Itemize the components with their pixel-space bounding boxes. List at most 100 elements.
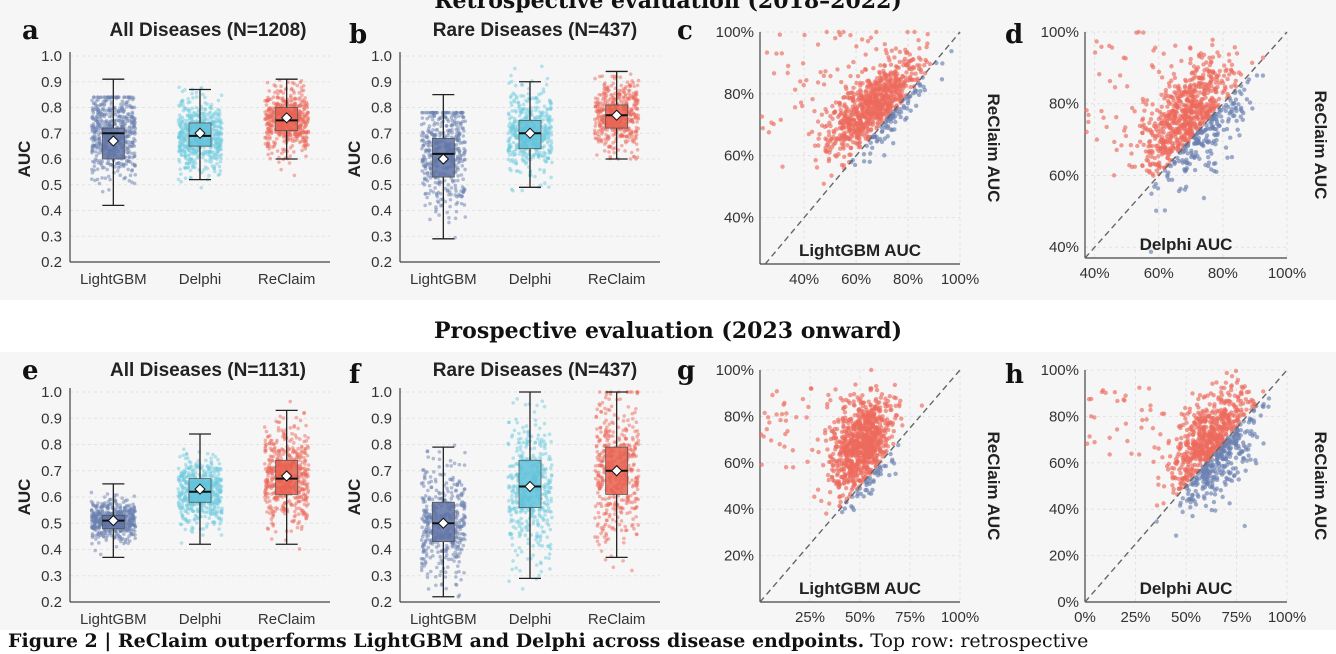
data-point — [294, 131, 299, 135]
data-point — [1156, 133, 1162, 138]
data-point — [1179, 122, 1184, 128]
data-point — [1172, 75, 1178, 81]
data-point — [888, 62, 894, 67]
data-point — [510, 152, 515, 157]
data-point — [863, 136, 869, 141]
data-point — [1161, 143, 1166, 149]
panel-f-title: Rare Diseases (N=437) — [432, 360, 638, 381]
data-point — [1152, 184, 1157, 189]
data-point — [519, 94, 523, 98]
data-point — [827, 120, 832, 125]
data-point — [1188, 132, 1194, 137]
data-point — [882, 41, 888, 47]
data-point — [550, 160, 554, 165]
data-point — [264, 103, 269, 107]
data-point — [593, 124, 598, 128]
data-point — [533, 174, 537, 179]
data-point — [298, 96, 302, 100]
data-point — [274, 136, 279, 141]
data-point — [449, 186, 454, 190]
data-point — [97, 181, 102, 186]
data-point — [453, 183, 458, 188]
data-point — [1164, 120, 1170, 125]
data-point — [215, 112, 219, 117]
data-point — [545, 76, 550, 81]
data-point — [1198, 51, 1204, 56]
data-point — [133, 129, 137, 134]
data-point — [828, 113, 833, 119]
data-point — [826, 133, 832, 138]
data-point — [838, 32, 843, 38]
data-point — [1197, 90, 1203, 95]
data-point — [1172, 159, 1177, 165]
data-point — [1149, 111, 1155, 116]
data-point — [263, 142, 268, 146]
data-point — [1216, 123, 1221, 128]
data-point — [913, 103, 919, 108]
data-point — [877, 86, 882, 92]
data-point — [785, 63, 791, 69]
panel-e-title: All Diseases (N=1131) — [110, 360, 306, 381]
data-point — [1201, 91, 1206, 96]
data-point — [436, 117, 441, 122]
data-point — [913, 71, 918, 76]
data-point — [810, 97, 815, 102]
data-point — [199, 170, 204, 175]
data-point — [1137, 123, 1143, 128]
panel-letter-b: b — [349, 20, 368, 50]
data-point — [896, 91, 901, 96]
data-point — [1141, 142, 1146, 148]
data-point — [857, 120, 863, 125]
data-point — [219, 156, 223, 161]
data-point — [600, 117, 605, 122]
data-point — [916, 37, 921, 43]
data-point — [543, 154, 547, 159]
data-point — [302, 139, 306, 144]
data-point — [815, 119, 821, 124]
data-point — [892, 127, 897, 132]
data-point — [1199, 130, 1204, 136]
data-point — [462, 147, 466, 151]
bottom-panel-background — [0, 352, 1336, 630]
data-point — [219, 93, 224, 98]
data-point — [1148, 117, 1154, 122]
data-point — [596, 111, 601, 115]
data-point — [876, 91, 881, 96]
data-point — [1213, 80, 1219, 85]
data-point — [907, 52, 912, 57]
data-point — [194, 118, 199, 123]
data-point — [854, 109, 859, 114]
data-point — [519, 110, 523, 114]
data-point — [455, 200, 460, 205]
x-tick-label: 40% — [789, 271, 819, 288]
data-point — [92, 164, 97, 168]
data-point — [1210, 140, 1215, 146]
y-tick-label: 0.4 — [371, 203, 392, 220]
data-point — [123, 175, 128, 180]
data-point — [1204, 109, 1210, 115]
data-point — [130, 169, 134, 173]
data-point — [1084, 129, 1089, 135]
data-point — [459, 201, 464, 206]
data-point — [435, 194, 440, 199]
data-point — [816, 136, 821, 141]
y-tick-label: 1.0 — [41, 384, 62, 401]
data-point — [798, 79, 803, 84]
data-point — [437, 213, 441, 217]
data-point — [633, 129, 638, 133]
data-point — [612, 150, 617, 155]
data-point — [839, 79, 844, 85]
data-point — [1233, 105, 1239, 111]
data-point — [196, 110, 200, 114]
data-point — [1099, 108, 1104, 114]
data-point — [100, 119, 104, 124]
data-point — [115, 169, 120, 173]
data-point — [635, 148, 640, 152]
data-point — [91, 107, 96, 112]
data-point — [273, 90, 277, 95]
data-point — [1149, 191, 1154, 196]
data-point — [103, 95, 107, 99]
data-point — [116, 95, 120, 99]
data-point — [298, 80, 303, 85]
data-point — [1174, 103, 1180, 109]
